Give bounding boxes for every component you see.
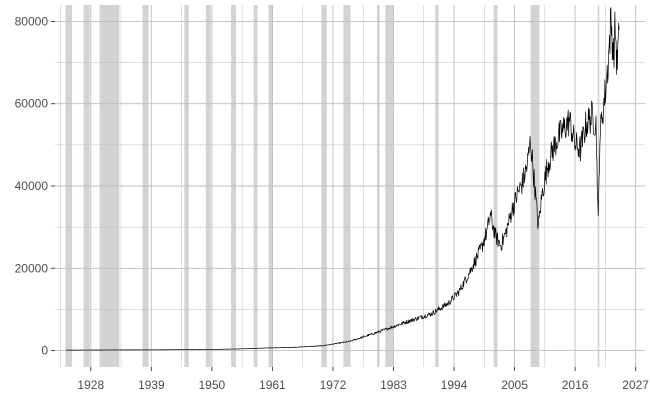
x-tick-label: 2016: [562, 378, 589, 392]
x-tick-label: 1961: [259, 378, 286, 392]
x-tick-label: 1939: [138, 378, 165, 392]
x-axis-ticks: 1928 1939 1950 1961 1972 1983 1994 2005 2016 2027: [77, 367, 649, 392]
x-tick-label: 1983: [380, 378, 407, 392]
y-tick-label: 20000: [15, 261, 49, 275]
x-tick-label: 1972: [320, 378, 347, 392]
series-line-layer: [65, 7, 620, 351]
x-tick-label: 1950: [199, 378, 226, 392]
x-tick-label: 1928: [77, 378, 104, 392]
x-tick-label: 2027: [622, 378, 649, 392]
y-tick-label: 0: [41, 344, 48, 358]
gridlines: [55, 5, 645, 367]
y-axis-ticks: 0 20000 40000 60000 80000: [15, 14, 55, 358]
x-tick-label: 2005: [501, 378, 528, 392]
series-line: [65, 7, 620, 351]
y-tick-label: 60000: [15, 97, 49, 111]
y-tick-label: 80000: [15, 14, 49, 28]
x-tick-label: 1994: [441, 378, 468, 392]
y-tick-label: 40000: [15, 179, 49, 193]
